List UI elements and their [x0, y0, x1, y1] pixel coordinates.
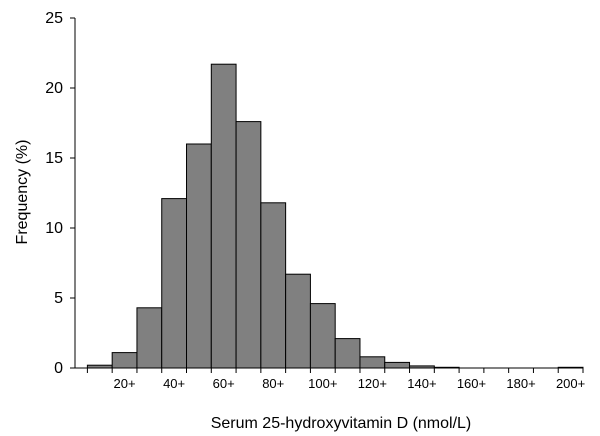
x-tick-label: 40+: [163, 376, 185, 391]
x-tick-label: 80+: [262, 376, 284, 391]
histogram-bar: [210, 63, 237, 369]
histogram-bar: [359, 356, 386, 369]
y-tick-label: 0: [54, 360, 63, 377]
x-axis-label: Serum 25-hydroxyvitamin D (nmol/L): [211, 415, 472, 432]
histogram-bar: [111, 352, 138, 369]
histogram-bar: [285, 273, 311, 369]
histogram-bar: [186, 143, 212, 369]
y-tick-label: 25: [45, 10, 63, 27]
axes-group: [74, 18, 583, 369]
x-tick-label: 180+: [506, 376, 535, 391]
histogram-bar: [235, 121, 262, 369]
x-tick-label: 200+: [556, 376, 585, 391]
bars-group: [86, 63, 584, 369]
histogram-bar: [384, 361, 411, 369]
y-tick-label: 5: [54, 290, 63, 307]
histogram-bar: [136, 307, 163, 369]
histogram-bar: [309, 303, 336, 369]
histogram-bar: [260, 202, 287, 369]
x-tick-label: 20+: [114, 376, 136, 391]
x-tick-label: 140+: [407, 376, 436, 391]
y-tick-label: 15: [45, 150, 63, 167]
y-tick-label: 10: [45, 220, 63, 237]
x-tick-label: 160+: [457, 376, 486, 391]
x-tick-label: 60+: [213, 376, 235, 391]
y-axis-label: Frequency (%): [14, 140, 31, 245]
histogram-bar: [334, 338, 361, 369]
y-tick-label: 20: [45, 80, 63, 97]
ticks-group: 0 5 10 15 20 25 20+ 40+ 60+ 80+ 100+ 120+ 140+ 160+ 18…: [45, 10, 585, 391]
x-tick-label: 100+: [308, 376, 337, 391]
x-tick-label: 120+: [358, 376, 387, 391]
histogram-bar: [161, 198, 188, 369]
